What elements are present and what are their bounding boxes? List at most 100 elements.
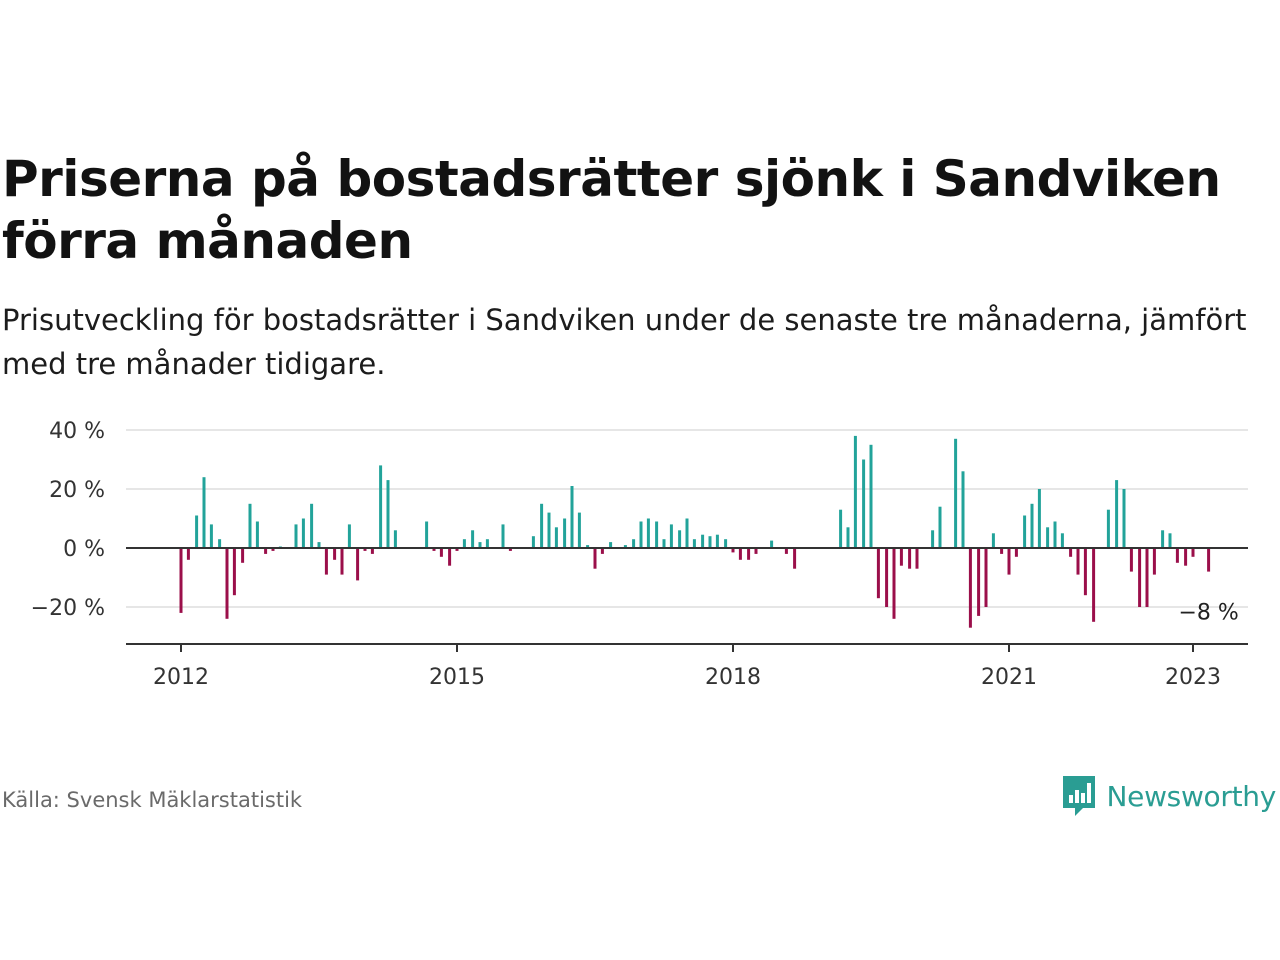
bar <box>356 548 360 581</box>
y-tick-label: −20 % <box>31 596 105 621</box>
bar <box>639 521 643 548</box>
bar <box>593 548 597 569</box>
bar <box>432 548 436 551</box>
bar <box>892 548 896 619</box>
bar <box>301 518 305 548</box>
bar <box>324 548 328 575</box>
bar <box>899 548 903 566</box>
bar <box>685 518 689 548</box>
bar <box>1083 548 1087 596</box>
bar <box>186 548 190 560</box>
bar <box>501 524 505 548</box>
bar <box>669 524 673 548</box>
bar <box>623 545 627 548</box>
bar <box>478 542 482 548</box>
bar <box>455 548 459 551</box>
bar <box>968 548 972 628</box>
bar <box>846 527 850 548</box>
bar <box>738 548 742 560</box>
bar <box>448 548 452 566</box>
bar <box>784 548 788 554</box>
bar <box>531 536 535 548</box>
bar <box>202 477 206 548</box>
bar <box>678 530 682 548</box>
bar <box>646 518 650 548</box>
bar <box>961 471 965 548</box>
bar <box>347 524 351 548</box>
bar <box>793 548 797 569</box>
bar <box>1069 548 1073 557</box>
bar <box>439 548 443 557</box>
bar <box>540 503 544 549</box>
x-tick-label: 2015 <box>429 665 485 690</box>
bar <box>1184 548 1188 566</box>
bar <box>1037 489 1041 548</box>
bar <box>225 548 229 619</box>
bar <box>692 539 696 548</box>
newsworthy-logo[interactable]: Newsworthy <box>1061 772 1276 820</box>
bar <box>715 534 719 548</box>
bar <box>853 435 857 548</box>
bar <box>271 548 275 551</box>
bar <box>586 545 590 548</box>
bar <box>1207 548 1211 572</box>
bars <box>179 435 1211 628</box>
bar <box>485 539 489 548</box>
bar <box>1106 509 1110 548</box>
bar <box>340 548 344 575</box>
chart-title: Priserna på bostadsrätter sjönk i Sandvi… <box>2 150 1221 270</box>
bar <box>386 480 390 548</box>
x-tick-label: 2023 <box>1165 665 1221 690</box>
bar <box>731 548 735 553</box>
bar <box>255 521 259 548</box>
bar <box>869 444 873 549</box>
bar-chart: 40 % 20 % 0 % −20 % 2012 2015 2018 2021 2023 −8… <box>31 419 1248 690</box>
bar <box>310 503 314 549</box>
bar <box>609 542 613 548</box>
bar <box>241 548 245 563</box>
bar <box>195 515 199 548</box>
bar <box>754 548 758 554</box>
bar <box>1053 521 1057 548</box>
last-value-annotation: −8 % <box>1178 601 1238 626</box>
bar <box>471 530 475 548</box>
bar <box>547 512 551 548</box>
bar <box>179 548 183 613</box>
y-tick-label: 20 % <box>49 478 105 503</box>
bar <box>508 548 512 551</box>
x-tick-label: 2012 <box>153 665 209 690</box>
bar <box>294 524 298 548</box>
bar <box>1046 527 1050 548</box>
bar <box>632 539 636 548</box>
bar <box>363 548 367 551</box>
bar <box>1115 480 1119 548</box>
bar <box>232 548 236 596</box>
bar <box>393 530 397 548</box>
chart-subtitle: Prisutveckling för bostadsrätter i Sandv… <box>2 303 1247 381</box>
grid-lines <box>126 429 1248 608</box>
bar <box>563 518 567 548</box>
bar <box>1122 489 1126 548</box>
bar <box>1092 548 1096 622</box>
y-tick-label: 0 % <box>63 537 105 562</box>
bar <box>317 542 321 548</box>
bar <box>1145 548 1149 607</box>
x-tick-label: 2018 <box>705 665 761 690</box>
bar <box>1060 533 1064 549</box>
bar <box>1175 548 1179 563</box>
bar <box>908 548 912 569</box>
bar <box>1161 530 1165 548</box>
bar <box>770 540 774 548</box>
bar <box>708 536 712 548</box>
bar <box>425 521 429 548</box>
bar <box>984 548 988 607</box>
bar <box>1168 533 1172 549</box>
bar <box>577 512 581 548</box>
bar <box>938 506 942 548</box>
bar <box>977 548 981 616</box>
bar <box>600 548 604 554</box>
bar <box>701 534 705 548</box>
bar <box>1076 548 1080 575</box>
bar <box>264 548 268 554</box>
x-axis-ticks: 2012 2015 2018 2021 2023 <box>153 644 1221 690</box>
